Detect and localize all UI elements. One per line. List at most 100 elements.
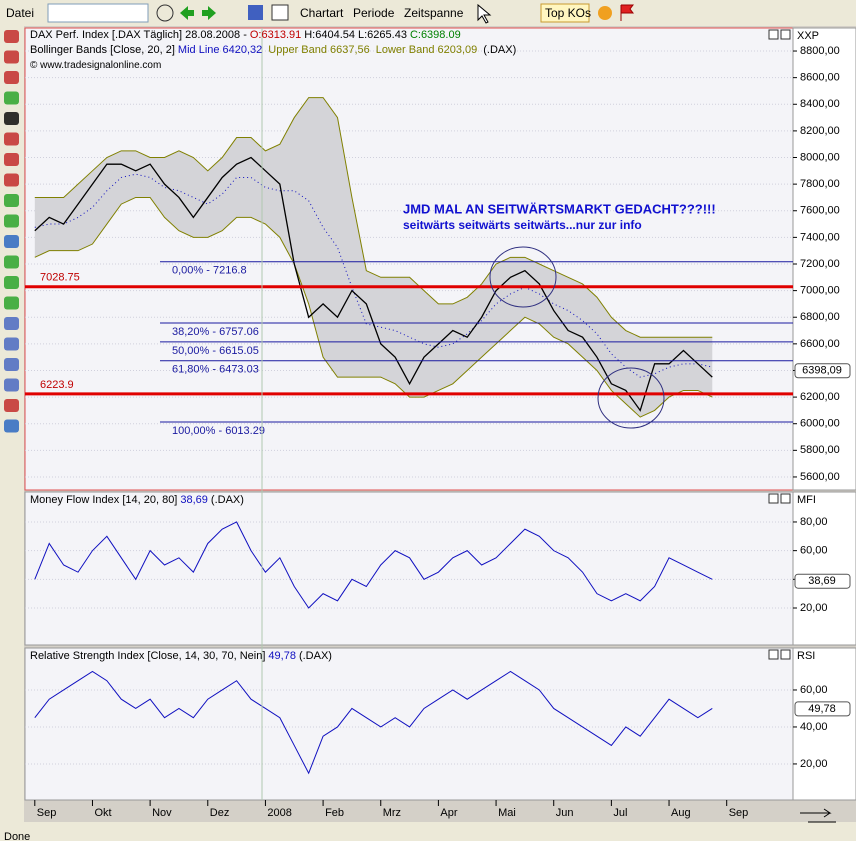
legend-value: 6637,56 bbox=[329, 44, 370, 56]
axis-name: RSI bbox=[797, 650, 815, 662]
menu[interactable]: Periode bbox=[353, 6, 395, 20]
fib-label: 100,00% - 6013.29 bbox=[172, 425, 265, 437]
legend: Lower Band 6203,09 bbox=[376, 44, 480, 56]
x-tick-label: Sep bbox=[729, 807, 749, 819]
legend-value: 6203,09 bbox=[437, 44, 478, 56]
x-tick-label: Aug bbox=[671, 807, 691, 819]
x-tick-label: Nov bbox=[152, 807, 172, 819]
tool-icon bbox=[4, 91, 19, 105]
x-tick-label: Feb bbox=[325, 807, 344, 819]
x-tick-label: Sep bbox=[37, 807, 57, 819]
top-kos-label[interactable]: Top KOs bbox=[545, 6, 592, 20]
tool-icon bbox=[4, 358, 19, 371]
forward-icon[interactable] bbox=[202, 6, 216, 20]
menu[interactable]: Chartart bbox=[300, 6, 344, 20]
mfi-header: Money Flow Index [14, 20, 80] 38,69 (.DAX) bbox=[30, 494, 247, 506]
y-tick-label: 80,00 bbox=[800, 516, 828, 528]
panel-bg bbox=[24, 27, 794, 491]
symbol: (.DAX) bbox=[483, 44, 517, 56]
ohlc: C:6398.09 bbox=[409, 29, 461, 41]
tool-icon bbox=[4, 132, 19, 146]
y-tick-label: 7800,00 bbox=[800, 178, 840, 190]
help-icon[interactable] bbox=[598, 6, 612, 20]
y-tick-label: 8600,00 bbox=[800, 72, 840, 84]
ohlc: H:6404.54 bbox=[304, 29, 355, 41]
x-tick-label: Apr bbox=[440, 807, 457, 819]
zoom-icon[interactable] bbox=[156, 4, 174, 22]
fib-label: 61,80% - 6473.03 bbox=[172, 364, 259, 376]
back-icon[interactable] bbox=[180, 6, 194, 20]
level-label: 7028.75 bbox=[40, 272, 80, 284]
highlight-circle bbox=[597, 367, 665, 429]
title-value: 49,78 bbox=[268, 650, 296, 662]
tool-icon bbox=[4, 255, 19, 269]
y-tick-label: 8200,00 bbox=[800, 125, 840, 137]
search-input[interactable] bbox=[47, 3, 149, 23]
y-tick-label: 6000,00 bbox=[800, 418, 840, 430]
x-tick-label: Mai bbox=[498, 807, 516, 819]
list-icon[interactable] bbox=[271, 4, 289, 21]
current-value-box bbox=[794, 573, 851, 589]
rsi-header: Relative Strength Index [Close, 14, 30, … bbox=[30, 650, 335, 662]
annotation: seitwärts seitwärts seitwärts...nur zur … bbox=[403, 218, 642, 232]
x-tick-label: Dez bbox=[210, 807, 230, 819]
title-value: 38,69 bbox=[180, 494, 208, 506]
tool-icon bbox=[4, 337, 19, 351]
axis-bg bbox=[792, 27, 856, 491]
panel-bg bbox=[24, 491, 794, 646]
tool-icon bbox=[4, 173, 19, 187]
tool-icon bbox=[4, 71, 19, 84]
price-header: DAX Perf. Index [.DAX Täglich] 28.08.200… bbox=[30, 29, 464, 41]
x-tick-label: Jul bbox=[613, 807, 627, 819]
panel-button bbox=[780, 493, 791, 504]
menu[interactable]: Zeitspanne bbox=[404, 6, 464, 20]
pointer-icon[interactable] bbox=[477, 3, 492, 24]
annotation: JMD MAL AN SEITWÄRTSMARKT GEDACHT???!!! bbox=[403, 201, 716, 216]
fib-label: 38,20% - 6757.06 bbox=[172, 326, 259, 338]
level-label: 6223.9 bbox=[40, 379, 74, 391]
symbol: (.DAX) bbox=[210, 494, 244, 506]
fib-label: 50,00% - 6615.05 bbox=[172, 345, 259, 357]
series-line bbox=[34, 97, 713, 338]
symbol: (.DAX) bbox=[298, 650, 332, 662]
save-icon[interactable] bbox=[248, 5, 263, 20]
status-bar bbox=[0, 822, 856, 841]
tool-icon bbox=[4, 153, 19, 166]
current-value-label: 38,69 bbox=[808, 575, 836, 587]
highlight-circle bbox=[489, 246, 557, 308]
file-menu[interactable]: Datei bbox=[6, 6, 35, 20]
x-tick-label: 2008 bbox=[267, 807, 291, 819]
flag-icon[interactable] bbox=[620, 4, 634, 21]
title: DAX Perf. Index [.DAX Täglich] 28.08.200… bbox=[30, 29, 247, 41]
tool-icon bbox=[4, 30, 19, 43]
tool-icon bbox=[4, 194, 19, 207]
title: Money Flow Index [14, 20, 80] bbox=[30, 494, 178, 506]
y-tick-label: 7200,00 bbox=[800, 258, 840, 270]
y-tick-label: 60,00 bbox=[800, 545, 828, 557]
panel-button bbox=[768, 29, 779, 40]
status-text: Done bbox=[4, 831, 31, 841]
tool-icon bbox=[4, 276, 19, 289]
x-tick-label: Okt bbox=[94, 807, 111, 819]
legend-value: 6420,32 bbox=[222, 44, 263, 56]
panel-button bbox=[768, 493, 779, 504]
x-tick-label: Mrz bbox=[383, 807, 401, 819]
x-tick-label: Jun bbox=[556, 807, 574, 819]
series-line bbox=[34, 521, 713, 609]
series-line bbox=[34, 670, 713, 775]
scroll-arrow[interactable] bbox=[800, 808, 836, 823]
axis-name: XXP bbox=[797, 30, 819, 42]
y-tick-label: 6600,00 bbox=[800, 338, 840, 350]
legend: Upper Band 6637,56 bbox=[268, 44, 372, 56]
y-tick-label: 5800,00 bbox=[800, 444, 840, 456]
y-tick-label: 7000,00 bbox=[800, 285, 840, 297]
top-kos-button[interactable] bbox=[540, 3, 590, 23]
legend-name: Lower Band bbox=[375, 44, 435, 56]
y-tick-label: 6200,00 bbox=[800, 391, 840, 403]
legend-name: Mid Line bbox=[177, 44, 220, 56]
y-tick-label: 20,00 bbox=[800, 758, 828, 770]
current-value-box bbox=[794, 701, 851, 717]
title: Relative Strength Index [Close, 14, 30, … bbox=[30, 650, 266, 662]
